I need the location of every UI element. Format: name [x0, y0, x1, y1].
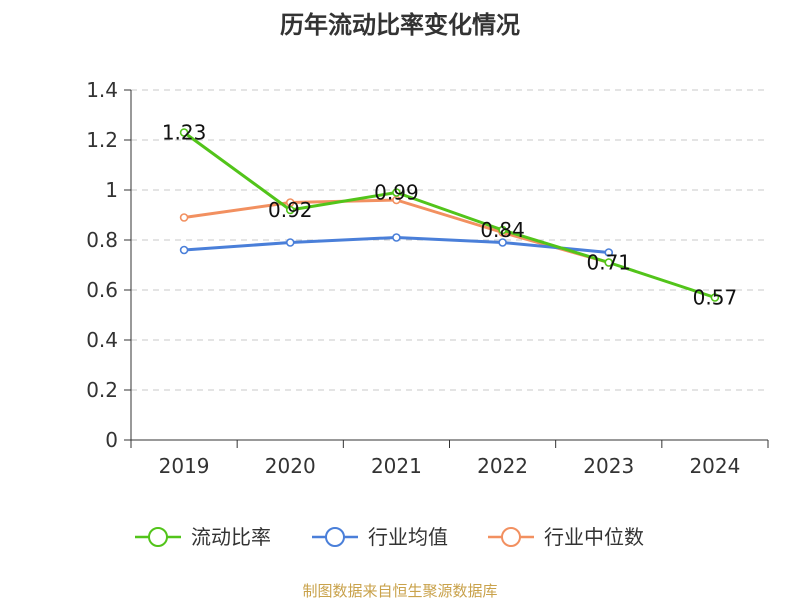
y-tick-label: 0.2 [86, 378, 118, 402]
x-axis-tick-labels: 2019 2020 2021 2022 2023 2024 [159, 454, 741, 478]
data-point [710, 293, 720, 302]
data-label: 0.84 [480, 218, 525, 242]
legend: 流动比率 行业均值 行业中位数 [135, 525, 644, 549]
y-tick-label: 0.6 [86, 278, 118, 302]
data-label: 1.23 [162, 121, 207, 145]
chart-title: 历年流动比率变化情况 [280, 11, 520, 39]
data-labels: 1.23 0.92 0.99 0.84 0.71 0.57 [162, 121, 737, 310]
legend-label: 流动比率 [191, 525, 271, 549]
y-tick-label: 0.4 [86, 328, 118, 352]
series-0 [179, 128, 720, 302]
series-line [183, 131, 716, 299]
x-tick-label: 2021 [371, 454, 422, 478]
legend-item-0[interactable]: 流动比率 [135, 525, 271, 549]
data-point [498, 225, 507, 235]
y-axis-tick-labels: 0 0.2 0.4 0.6 0.8 1 1.2 1.4 [86, 78, 118, 452]
x-tick-label: 2022 [477, 454, 528, 478]
y-tick-label: 1.4 [86, 78, 118, 102]
series-2 [179, 195, 614, 267]
data-point [179, 245, 189, 255]
legend-marker [325, 527, 345, 547]
data-point [392, 233, 401, 242]
series-line [183, 198, 610, 264]
data-point [179, 213, 189, 222]
legend-marker [501, 527, 521, 547]
x-tick-label: 2024 [689, 454, 740, 478]
legend-label: 行业中位数 [544, 525, 644, 549]
y-tick-label: 1.2 [86, 128, 118, 152]
legend-item-1[interactable]: 行业均值 [312, 525, 448, 549]
y-tick-label: 0.8 [86, 228, 118, 252]
data-point [179, 128, 189, 137]
data-label: 0.57 [693, 286, 738, 310]
data-point [604, 248, 614, 257]
data-label: 0.92 [268, 198, 313, 222]
axes [124, 89, 769, 448]
grid-lines [131, 89, 768, 391]
series-layer [179, 128, 720, 302]
source-note: 制图数据来自恒生聚源数据库 [302, 582, 497, 600]
x-tick-label: 2020 [265, 454, 316, 478]
x-tick-label: 2019 [159, 454, 210, 478]
data-point [392, 188, 401, 197]
data-label: 0.99 [374, 181, 419, 205]
data-label: 0.71 [586, 251, 631, 275]
x-tick-label: 2023 [583, 454, 634, 478]
y-tick-label: 1 [105, 178, 118, 202]
series-1 [179, 233, 614, 257]
legend-label: 行业均值 [368, 525, 448, 549]
data-point [498, 238, 507, 247]
y-tick-label: 0 [105, 428, 118, 452]
legend-item-2[interactable]: 行业中位数 [488, 525, 644, 549]
legend-marker [148, 527, 168, 547]
data-point [604, 258, 614, 267]
data-point [285, 205, 295, 215]
data-point [285, 238, 295, 247]
